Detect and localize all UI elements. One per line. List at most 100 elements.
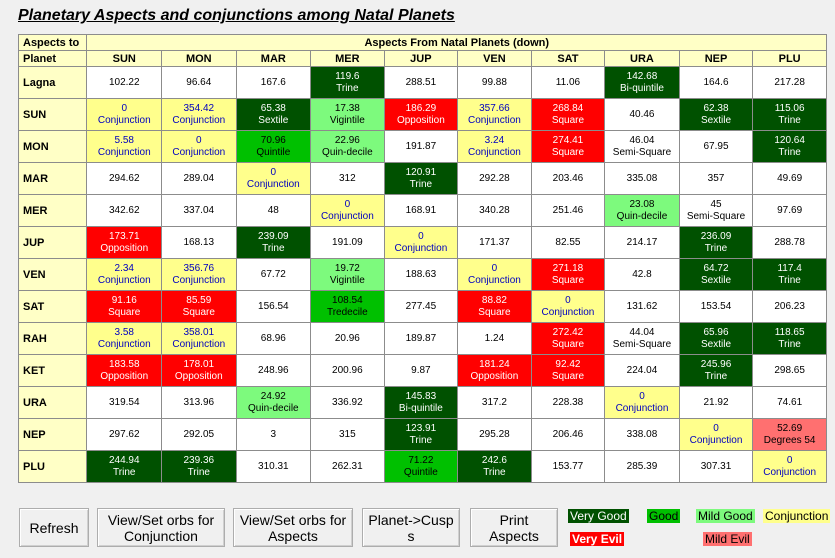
aspect-cell[interactable]: 46.04 Semi-Square (604, 130, 680, 163)
aspect-cell[interactable]: 164.6 (678, 66, 754, 99)
aspect-cell[interactable]: 295.28 (457, 418, 532, 451)
aspect-cell[interactable]: 315 (310, 418, 385, 451)
aspect-cell[interactable]: 297.62 (86, 418, 163, 451)
aspect-cell[interactable]: 248.96 (235, 354, 312, 387)
aspect-cell[interactable]: 206.23 (752, 290, 827, 323)
aspect-cell[interactable]: 120.64 Trine (752, 130, 827, 163)
aspect-cell[interactable]: 44.04 Semi-Square (604, 322, 680, 355)
aspect-cell[interactable]: 262.31 (310, 450, 385, 483)
aspect-cell[interactable]: 65.96 Sextile (678, 322, 754, 355)
aspect-cell[interactable]: 99.88 (457, 66, 532, 99)
aspect-cell[interactable]: 288.78 (752, 226, 827, 259)
aspect-cell[interactable]: 181.24 Opposition (457, 354, 532, 387)
aspect-cell[interactable]: 0 Conjunction (235, 162, 312, 195)
aspect-cell[interactable]: 214.17 (604, 226, 680, 259)
aspect-cell[interactable]: 64.72 Sextile (678, 258, 754, 291)
aspect-cell[interactable]: 2.34 Conjunction (86, 258, 163, 291)
aspect-cell[interactable]: 274.41 Square (530, 130, 606, 163)
orbs-conjunction-button[interactable]: View/Set orbs for Conjunction (97, 508, 225, 547)
aspect-cell[interactable]: 188.63 (383, 258, 459, 291)
aspect-cell[interactable]: 337.04 (161, 194, 237, 227)
aspect-cell[interactable]: 236.09 Trine (678, 226, 754, 259)
aspect-cell[interactable]: 118.65 Trine (752, 322, 827, 355)
aspect-cell[interactable]: 131.62 (604, 290, 680, 323)
aspect-cell[interactable]: 52.69 Degrees 54 (752, 418, 827, 451)
aspect-cell[interactable]: 217.28 (752, 66, 827, 99)
aspect-cell[interactable]: 97.69 (752, 194, 827, 227)
aspect-cell[interactable]: 319.54 (86, 386, 163, 419)
aspect-cell[interactable]: 156.54 (235, 290, 312, 323)
aspect-cell[interactable]: 153.77 (530, 450, 606, 483)
aspect-cell[interactable]: 17.38 Vigintile (310, 98, 385, 131)
aspect-cell[interactable]: 22.96 Quin-decile (310, 130, 385, 163)
aspect-cell[interactable]: 336.92 (310, 386, 385, 419)
aspect-cell[interactable]: 183.58 Opposition (86, 354, 163, 387)
aspect-cell[interactable]: 5.58 Conjunction (86, 130, 163, 163)
aspect-cell[interactable]: 71.22 Quintile (383, 450, 459, 483)
aspect-cell[interactable]: 65.38 Sextile (235, 98, 312, 131)
aspect-cell[interactable]: 203.46 (530, 162, 606, 195)
aspect-cell[interactable]: 285.39 (604, 450, 680, 483)
aspect-cell[interactable]: 145.83 Bi-quintile (383, 386, 459, 419)
aspect-cell[interactable]: 153.54 (678, 290, 754, 323)
aspect-cell[interactable]: 277.45 (383, 290, 459, 323)
aspect-cell[interactable]: 244.94 Trine (86, 450, 163, 483)
aspect-cell[interactable]: 357 (678, 162, 754, 195)
aspect-cell[interactable]: 312 (310, 162, 385, 195)
aspect-cell[interactable]: 358.01 Conjunction (161, 322, 237, 355)
aspect-cell[interactable]: 357.66 Conjunction (457, 98, 532, 131)
aspect-cell[interactable]: 242.6 Trine (457, 450, 532, 483)
aspect-cell[interactable]: 178.01 Opposition (161, 354, 237, 387)
aspect-cell[interactable]: 115.06 Trine (752, 98, 827, 131)
aspect-cell[interactable]: 142.68 Bi-quintile (604, 66, 680, 99)
aspect-cell[interactable]: 191.09 (310, 226, 385, 259)
aspect-cell[interactable]: 3.24 Conjunction (457, 130, 532, 163)
aspect-cell[interactable]: 67.95 (678, 130, 754, 163)
aspect-cell[interactable]: 0 Conjunction (86, 98, 163, 131)
aspect-cell[interactable]: 288.51 (383, 66, 459, 99)
aspect-cell[interactable]: 117.4 Trine (752, 258, 827, 291)
aspect-cell[interactable]: 292.05 (161, 418, 237, 451)
aspect-cell[interactable]: 313.96 (161, 386, 237, 419)
aspect-cell[interactable]: 298.65 (752, 354, 827, 387)
planet-cusps-button[interactable]: Planet->Cusp s (362, 508, 460, 547)
aspect-cell[interactable]: 92.42 Square (530, 354, 606, 387)
aspect-cell[interactable]: 70.96 Quintile (235, 130, 312, 163)
aspect-cell[interactable]: 167.6 (235, 66, 312, 99)
aspect-cell[interactable]: 67.72 (235, 258, 312, 291)
aspect-cell[interactable]: 96.64 (161, 66, 237, 99)
aspect-cell[interactable]: 91.16 Square (86, 290, 163, 323)
aspect-cell[interactable]: 272.42 Square (530, 322, 606, 355)
aspect-cell[interactable]: 239.09 Trine (235, 226, 312, 259)
aspect-cell[interactable]: 0 Conjunction (383, 226, 459, 259)
aspect-cell[interactable]: 310.31 (235, 450, 312, 483)
aspect-cell[interactable]: 0 Conjunction (161, 130, 237, 163)
aspect-cell[interactable]: 168.13 (161, 226, 237, 259)
aspect-cell[interactable]: 120.91 Trine (383, 162, 459, 195)
aspect-cell[interactable]: 11.06 (530, 66, 606, 99)
aspect-cell[interactable]: 251.46 (530, 194, 606, 227)
aspect-cell[interactable]: 49.69 (752, 162, 827, 195)
aspect-cell[interactable]: 0 Conjunction (678, 418, 754, 451)
aspect-cell[interactable]: 206.46 (530, 418, 606, 451)
aspect-cell[interactable]: 356.76 Conjunction (161, 258, 237, 291)
aspect-cell[interactable]: 171.37 (457, 226, 532, 259)
aspect-cell[interactable]: 294.62 (86, 162, 163, 195)
aspect-cell[interactable]: 271.18 Square (530, 258, 606, 291)
aspect-cell[interactable]: 289.04 (161, 162, 237, 195)
orbs-aspects-button[interactable]: View/Set orbs for Aspects (233, 508, 353, 547)
aspect-cell[interactable]: 186.29 Opposition (383, 98, 459, 131)
aspect-cell[interactable]: 68.96 (235, 322, 312, 355)
aspect-cell[interactable]: 0 Conjunction (457, 258, 532, 291)
aspect-cell[interactable]: 354.42 Conjunction (161, 98, 237, 131)
aspect-cell[interactable]: 245.96 Trine (678, 354, 754, 387)
aspect-cell[interactable]: 239.36 Trine (161, 450, 237, 483)
aspect-cell[interactable]: 0 Conjunction (310, 194, 385, 227)
aspect-cell[interactable]: 62.38 Sextile (678, 98, 754, 131)
aspect-cell[interactable]: 335.08 (604, 162, 680, 195)
aspect-cell[interactable]: 74.61 (752, 386, 827, 419)
aspect-cell[interactable]: 0 Conjunction (530, 290, 606, 323)
aspect-cell[interactable]: 189.87 (383, 322, 459, 355)
aspect-cell[interactable]: 82.55 (530, 226, 606, 259)
aspect-cell[interactable]: 19.72 Vigintile (310, 258, 385, 291)
